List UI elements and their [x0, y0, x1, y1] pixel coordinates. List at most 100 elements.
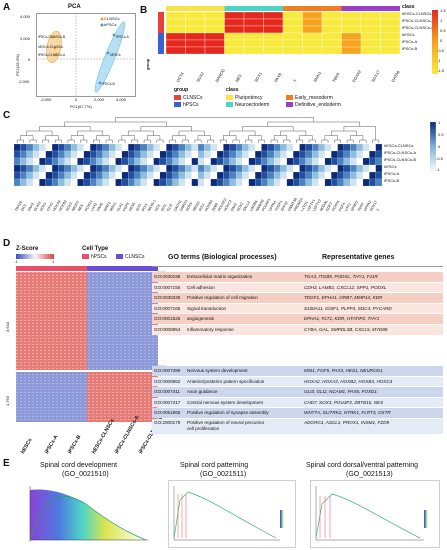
cluster-cell: [115, 164, 122, 173]
cluster-cell: [20, 143, 27, 152]
cluster-cell: [64, 164, 72, 173]
cluster-cell: [223, 143, 230, 152]
celltype-legend-clnscs: CLNSCs: [116, 254, 144, 260]
cluster-cell: [90, 157, 97, 166]
cluster-cell: [350, 171, 357, 180]
go-id: GO:0007399: [154, 368, 181, 373]
cluster-cell: [216, 143, 224, 152]
go-header: GO terms (Biological processes): [168, 254, 277, 261]
deg-column-labels: hESCs iPSCs-A iPSCs-B hESCs-CLNSCs iPSCs-CLN…: [16, 415, 164, 456]
cluster-cell: [369, 157, 376, 166]
cluster-cell: [280, 157, 287, 166]
cluster-cell: [248, 171, 256, 180]
cluster-cell: [312, 157, 319, 166]
cluster-cell: [293, 164, 300, 173]
class-bar-cell: [224, 6, 244, 11]
class-bar-cell: [283, 6, 303, 11]
heatmap-cell: [263, 32, 284, 41]
go-genes: S100A11, IGSF1, PLPP3, SDC4, PYCARD: [304, 305, 392, 311]
heatmap-cell: [165, 32, 186, 41]
gene-cluster-heatmap: hESCs-CLNSCs iPSCs-CLNSCs-A iPSCs-CLNSCs…: [8, 114, 446, 236]
cluster-cell: [362, 157, 370, 166]
cluster-cell: [293, 157, 300, 166]
cluster-cell: [45, 157, 53, 166]
cluster-cell: [197, 171, 205, 180]
cluster-cell: [362, 178, 370, 187]
cluster-cell: [248, 150, 256, 159]
cluster-cell: [115, 178, 122, 187]
cluster-cell: [134, 171, 141, 180]
cluster-cell: [255, 171, 262, 180]
go-term: Positive regulation of neural precursor c…: [187, 420, 265, 431]
heatmap-cell: [380, 18, 401, 27]
cluster-cell: [204, 164, 211, 173]
cluster-cell: [362, 150, 370, 159]
cluster-cell: [13, 164, 21, 173]
cluster-cell: [26, 150, 34, 159]
cluster-cell: [39, 157, 46, 166]
heatmap-cell: [204, 46, 225, 55]
cluster-cell: [318, 164, 325, 173]
pca-point-label: iPSCs-CLNSCs-B: [38, 35, 66, 39]
cluster-cell: [26, 171, 34, 180]
cluster-cell: [261, 178, 268, 187]
cluster-cell: [71, 143, 78, 152]
go-row: GO:0051965 Positive regulation of synapse…: [152, 408, 443, 418]
class-bar-cell: [185, 6, 205, 11]
cluster-cell: [324, 150, 332, 159]
heatmap-cell: [243, 32, 264, 41]
colorbar-tick: -0.5: [437, 48, 444, 53]
cluster-cell: [235, 164, 243, 173]
cluster-cell: [185, 150, 192, 159]
cluster-row-label: iPSCs-A: [384, 171, 400, 176]
go-id: GO:0007155: [154, 284, 181, 290]
cluster-cell: [343, 164, 351, 173]
cluster-cell: [71, 157, 78, 166]
go-id: GO:2000179: [154, 420, 181, 425]
heatmap-cell: [185, 32, 206, 41]
cluster-cell: [128, 164, 135, 173]
cluster-cell: [235, 157, 243, 166]
cluster-cell: [172, 143, 180, 152]
colorbar-tick: 0: [440, 38, 443, 43]
cluster-cell: [191, 150, 199, 159]
cluster-cell: [20, 150, 27, 159]
cluster-colorbar-tick: -1: [436, 167, 440, 172]
cluster-cell: [197, 150, 205, 159]
heatmap-cell: [165, 25, 186, 34]
zscore-max: 1: [52, 259, 55, 264]
cluster-cell: [261, 150, 268, 159]
go-term: Signal transduction: [187, 305, 227, 311]
pca-point-label: iPSCs-CLNSCs-A: [38, 53, 66, 57]
cluster-cell: [261, 157, 268, 166]
class-bar-cell: [205, 6, 225, 11]
cluster-cell: [147, 157, 154, 166]
cluster-cell: [39, 143, 46, 152]
cluster-cell: [64, 157, 72, 166]
cluster-cell: [210, 164, 218, 173]
pca-point-label: iPSCs-B: [102, 82, 115, 86]
cluster-cell: [331, 171, 338, 180]
gsea-go-id: (GO_0021511): [200, 471, 247, 478]
cluster-cell: [159, 164, 167, 173]
heatmap-row-label: iPSCs-CLNSCs-A: [402, 18, 435, 23]
pca-point: [53, 46, 57, 50]
legend-class-title: class: [226, 87, 239, 93]
cluster-cell: [229, 171, 237, 180]
heatmap-row-label: iPSCs-A: [402, 39, 418, 44]
cluster-cell: [13, 178, 21, 187]
cluster-cell: [39, 164, 46, 173]
panel-label-c: C: [3, 110, 11, 121]
cluster-colorbar-tick: 1: [438, 120, 441, 125]
cluster-cell: [64, 150, 72, 159]
cluster-cell: [45, 164, 53, 173]
heatmap-cell: [341, 46, 362, 55]
cluster-cell: [90, 164, 97, 173]
cluster-cell: [58, 178, 65, 187]
pca-title: PCA: [68, 4, 81, 10]
go-row: GO:0030335 Positive regulation of cell mi…: [152, 293, 443, 303]
heatmap-cell: [185, 39, 206, 48]
cluster-cell: [223, 157, 230, 166]
cluster-cell: [318, 178, 325, 187]
cluster-cell: [356, 157, 364, 166]
